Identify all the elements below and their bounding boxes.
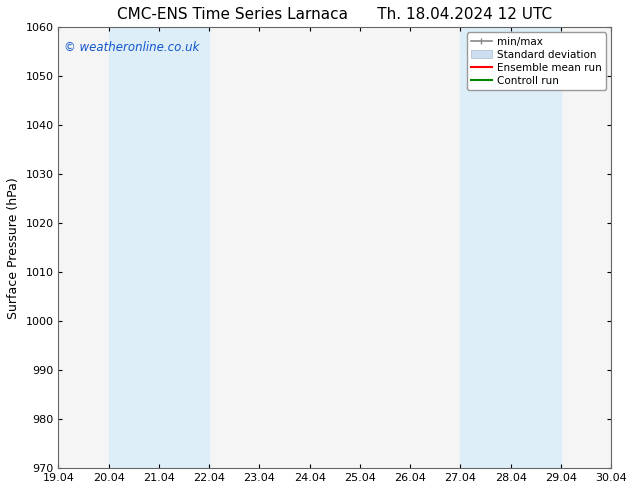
Legend: min/max, Standard deviation, Ensemble mean run, Controll run: min/max, Standard deviation, Ensemble me… [467,32,606,90]
Y-axis label: Surface Pressure (hPa): Surface Pressure (hPa) [7,177,20,318]
Bar [109,27,209,468]
Text: © weatheronline.co.uk: © weatheronline.co.uk [64,41,199,53]
Bar [460,27,561,468]
Bar [611,27,634,468]
Title: CMC-ENS Time Series Larnaca      Th. 18.04.2024 12 UTC: CMC-ENS Time Series Larnaca Th. 18.04.20… [117,7,552,22]
